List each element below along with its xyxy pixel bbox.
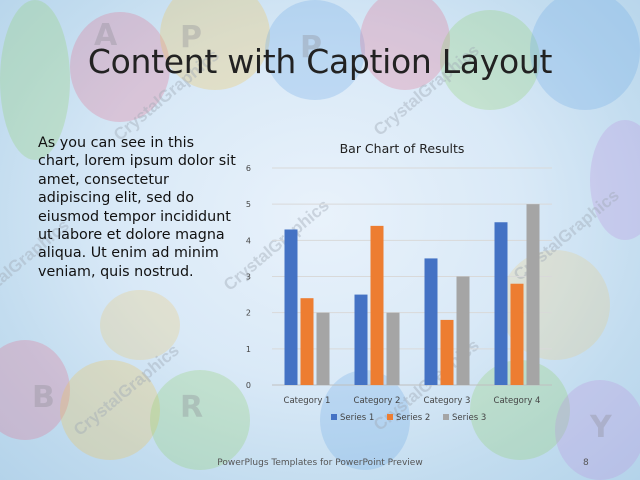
footer-text: PowerPlugs Templates for PowerPoint Prev… xyxy=(217,458,423,468)
bar xyxy=(526,204,540,385)
chart-grid xyxy=(272,167,552,386)
chart-title: Bar Chart of Results xyxy=(340,141,465,156)
balloon-decoration xyxy=(100,290,180,360)
background-letter: R xyxy=(180,390,204,425)
balloon-decoration xyxy=(440,10,540,110)
x-tick-label: Category 4 xyxy=(494,396,541,406)
x-axis-ticks: Category 1 Category 2 Category 3 Category 4 xyxy=(284,396,541,406)
balloon-decoration xyxy=(590,120,640,240)
bar xyxy=(456,276,470,385)
balloon-decoration xyxy=(60,360,160,460)
y-tick-label: 3 xyxy=(246,273,251,282)
y-tick-label: 2 xyxy=(246,309,251,318)
background-letter: P xyxy=(180,20,202,55)
x-tick-label: Category 3 xyxy=(424,396,471,406)
background-letter: Y xyxy=(590,410,612,445)
background-letter: A xyxy=(94,18,118,53)
bar xyxy=(354,294,368,385)
background-letter: B xyxy=(32,380,55,415)
balloon-decoration xyxy=(555,380,640,480)
y-axis-ticks: 0 1 2 3 4 5 6 xyxy=(246,164,251,390)
slide-title: Content with Caption Layout xyxy=(87,42,553,81)
x-tick-label: Category 2 xyxy=(354,396,401,406)
legend-swatch xyxy=(387,414,393,420)
bar xyxy=(386,312,400,385)
legend-swatch xyxy=(331,414,337,420)
y-tick-label: 1 xyxy=(246,345,251,354)
chart-bars xyxy=(284,204,540,385)
legend-label: Series 2 xyxy=(396,413,430,423)
balloon-decoration xyxy=(0,340,70,440)
legend-label: Series 1 xyxy=(340,413,374,423)
bar xyxy=(440,319,454,385)
balloon-decoration xyxy=(160,0,270,90)
y-tick-label: 5 xyxy=(246,200,251,209)
bar xyxy=(316,312,330,385)
legend-swatch xyxy=(443,414,449,420)
balloon-decoration xyxy=(530,0,640,110)
bar xyxy=(510,283,524,385)
balloon-decoration xyxy=(70,12,170,122)
balloon-decoration xyxy=(0,0,70,160)
bar xyxy=(424,258,438,385)
legend-label: Series 3 xyxy=(452,413,486,423)
balloon-decoration xyxy=(360,0,450,90)
background-letter: P xyxy=(300,30,322,65)
page-number: 8 xyxy=(583,458,589,468)
balloon-decoration xyxy=(150,370,250,470)
chart-legend: Series 1 Series 2 Series 3 xyxy=(331,413,486,423)
caption-text: As you can see in this chart, lorem ipsu… xyxy=(38,135,236,280)
bar xyxy=(300,298,314,385)
balloon-decoration xyxy=(265,0,365,100)
bar xyxy=(494,222,508,385)
y-tick-label: 4 xyxy=(246,236,251,245)
y-tick-label: 6 xyxy=(246,164,251,173)
bar xyxy=(370,225,384,385)
y-tick-label: 0 xyxy=(246,381,251,390)
x-tick-label: Category 1 xyxy=(284,396,331,406)
bar xyxy=(284,229,298,385)
